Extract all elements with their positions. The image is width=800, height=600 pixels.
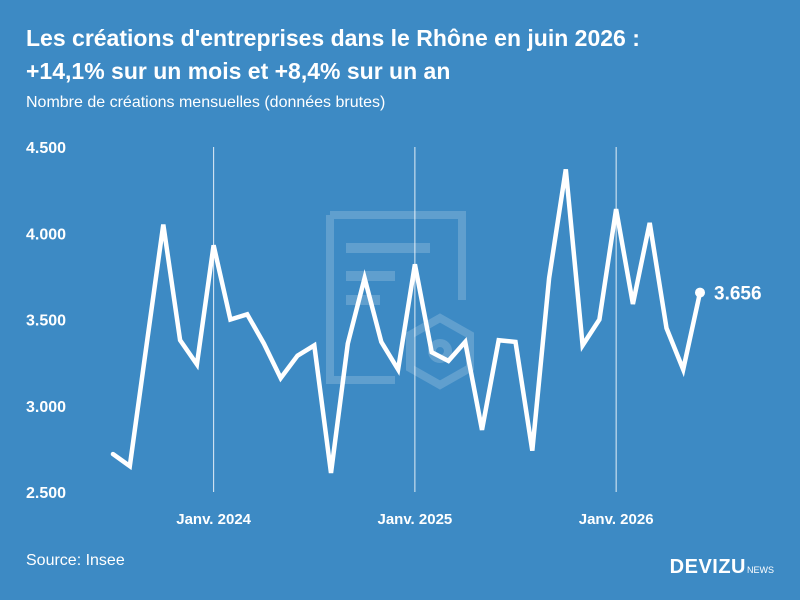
chart-title: Les créations d'entreprises dans le Rhôn… <box>26 22 786 88</box>
x-tick-label: Janv. 2025 <box>377 511 452 528</box>
y-axis: 2.500 3.000 3.500 4.000 4.500 <box>26 140 66 502</box>
y-tick-label: 2.500 <box>26 485 66 502</box>
chart-subtitle: Nombre de créations mensuelles (données … <box>26 94 386 111</box>
title-line-2: +14,1% sur un mois et +8,4% sur un an <box>26 58 451 84</box>
brand-logo: DEVIZU NEWS <box>670 556 774 579</box>
y-tick-label: 4.000 <box>26 226 66 243</box>
brand-subname: NEWS <box>747 565 774 575</box>
y-tick-label: 4.500 <box>26 140 66 157</box>
title-line-1: Les créations d'entreprises dans le Rhôn… <box>26 25 640 51</box>
x-tick-label: Janv. 2026 <box>579 511 654 528</box>
last-point-marker <box>695 287 705 298</box>
data-line <box>110 169 703 474</box>
last-value-label: 3.656 <box>714 284 762 305</box>
series-line: 3.656 <box>110 169 762 474</box>
y-tick-label: 3.500 <box>26 313 66 330</box>
x-gridlines <box>213 147 617 492</box>
brand-name: DEVIZU <box>669 556 746 578</box>
source-note: Source: Insee <box>26 552 125 569</box>
x-axis: Janv. 2024 Janv. 2025 Janv. 2026 <box>176 511 653 528</box>
x-tick-label: Janv. 2024 <box>176 511 251 528</box>
y-tick-label: 3.000 <box>26 399 66 416</box>
